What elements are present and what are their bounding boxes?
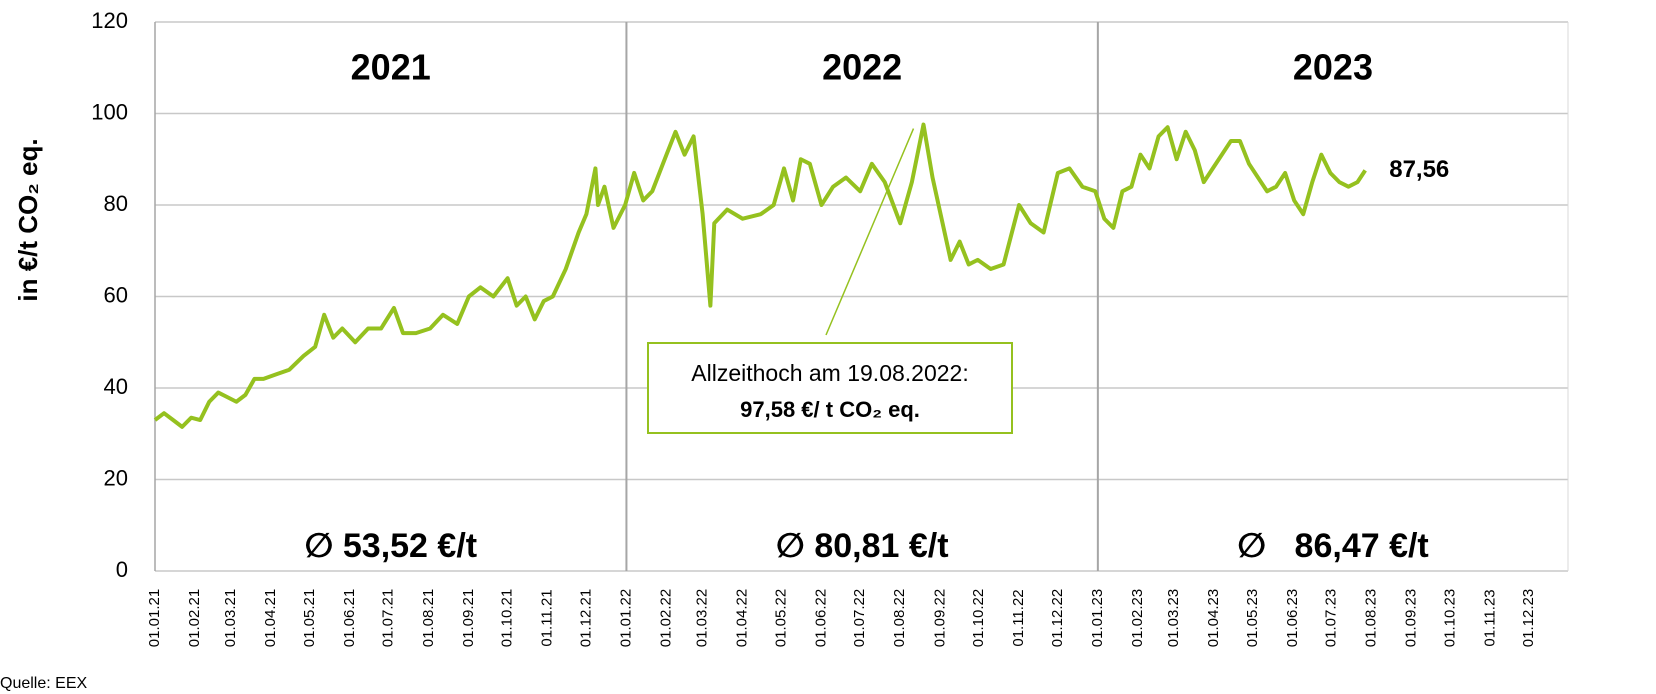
x-tick-label: 01.03.23 (1165, 589, 1182, 647)
x-tick-label: 01.11.22 (1010, 589, 1027, 646)
y-tick-label: 40 (104, 374, 128, 399)
x-tick-label: 01.10.23 (1441, 589, 1458, 647)
year-label: 2022 (822, 47, 902, 88)
callout-leader (825, 128, 915, 336)
y-tick-label: 20 (104, 465, 128, 490)
year-label: 2021 (351, 47, 431, 88)
x-tick-label: 01.01.22 (617, 589, 634, 647)
average-label: ∅ 86,47 €/t (1237, 527, 1429, 565)
source: Quelle: EEX (0, 675, 87, 692)
x-tick-label: 01.12.22 (1049, 589, 1066, 647)
x-tick-label: 01.04.22 (734, 589, 751, 647)
x-tick-label: 01.11.23 (1481, 589, 1498, 646)
y-tick-label: 80 (104, 191, 128, 216)
price-line (153, 122, 1367, 429)
x-tick-label: 01.05.23 (1244, 589, 1261, 647)
x-tick-label: 01.08.21 (420, 589, 437, 647)
callout-box (647, 342, 1013, 434)
year-label: 2023 (1293, 47, 1373, 88)
x-tick-label: 01.06.23 (1284, 589, 1301, 647)
y-tick-label: 100 (91, 99, 128, 124)
y-axis-label: in €/t CO₂ eq. (13, 138, 43, 301)
x-tick-label: 01.07.21 (380, 589, 397, 647)
x-tick-label: 01.09.22 (931, 589, 948, 647)
x-tick-label: 01.02.22 (657, 589, 674, 647)
x-tick-label: 01.07.23 (1323, 589, 1340, 647)
x-tick-label: 01.02.21 (186, 589, 203, 647)
average-label: ∅ 53,52 €/t (304, 527, 477, 565)
x-tick-label: 01.11.21 (539, 589, 556, 646)
x-tick-label: 01.09.23 (1403, 589, 1420, 647)
x-tick-label: 01.10.21 (499, 589, 516, 647)
x-tick-label: 01.03.21 (222, 589, 239, 647)
last-value-label: 87,56 (1389, 156, 1449, 183)
average-label: ∅ 80,81 €/t (776, 527, 949, 565)
x-tick-label: 01.01.21 (146, 589, 163, 647)
x-tick-label: 01.08.22 (891, 589, 908, 647)
callout-text: Allzeithoch am 19.08.2022: (691, 360, 968, 386)
x-tick-label: 01.03.22 (694, 589, 711, 647)
y-tick-label: 0 (116, 557, 128, 582)
x-tick-label: 01.06.22 (812, 589, 829, 647)
callout-text: 97,58 €/ t CO₂ eq. (740, 397, 920, 422)
x-tick-label: 01.04.21 (262, 589, 279, 647)
x-tick-label: 01.07.22 (851, 589, 868, 647)
x-tick-label: 01.09.21 (460, 589, 477, 647)
x-tick-label: 01.02.23 (1129, 589, 1146, 647)
x-tick-label: 01.01.23 (1089, 589, 1106, 647)
y-tick-label: 120 (91, 8, 128, 33)
x-tick-label: 01.05.22 (772, 589, 789, 647)
x-tick-label: 01.12.23 (1520, 589, 1537, 647)
x-tick-label: 01.12.21 (577, 589, 594, 647)
x-tick-label: 01.06.21 (341, 589, 358, 647)
y-tick-label: 60 (104, 282, 128, 307)
x-tick-label: 01.08.23 (1363, 589, 1380, 647)
x-tick-label: 01.04.23 (1205, 589, 1222, 647)
x-tick-label: 01.05.21 (301, 589, 318, 647)
x-tick-label: 01.10.22 (970, 589, 987, 647)
